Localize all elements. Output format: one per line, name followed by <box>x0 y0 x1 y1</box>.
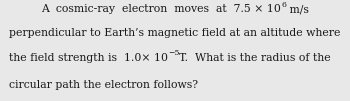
Text: perpendicular to Earth’s magnetic field at an altitude where: perpendicular to Earth’s magnetic field … <box>9 28 340 38</box>
Text: A  cosmic-ray  electron  moves  at  7.5 × 10: A cosmic-ray electron moves at 7.5 × 10 <box>41 4 281 14</box>
Text: m/s: m/s <box>286 4 309 14</box>
Text: circular path the electron follows?: circular path the electron follows? <box>9 80 198 90</box>
Text: T.  What is the radius of the: T. What is the radius of the <box>179 53 331 63</box>
Text: 6: 6 <box>281 1 286 9</box>
Text: the field strength is  1.0× 10: the field strength is 1.0× 10 <box>9 53 168 63</box>
Text: −5: −5 <box>168 49 179 57</box>
